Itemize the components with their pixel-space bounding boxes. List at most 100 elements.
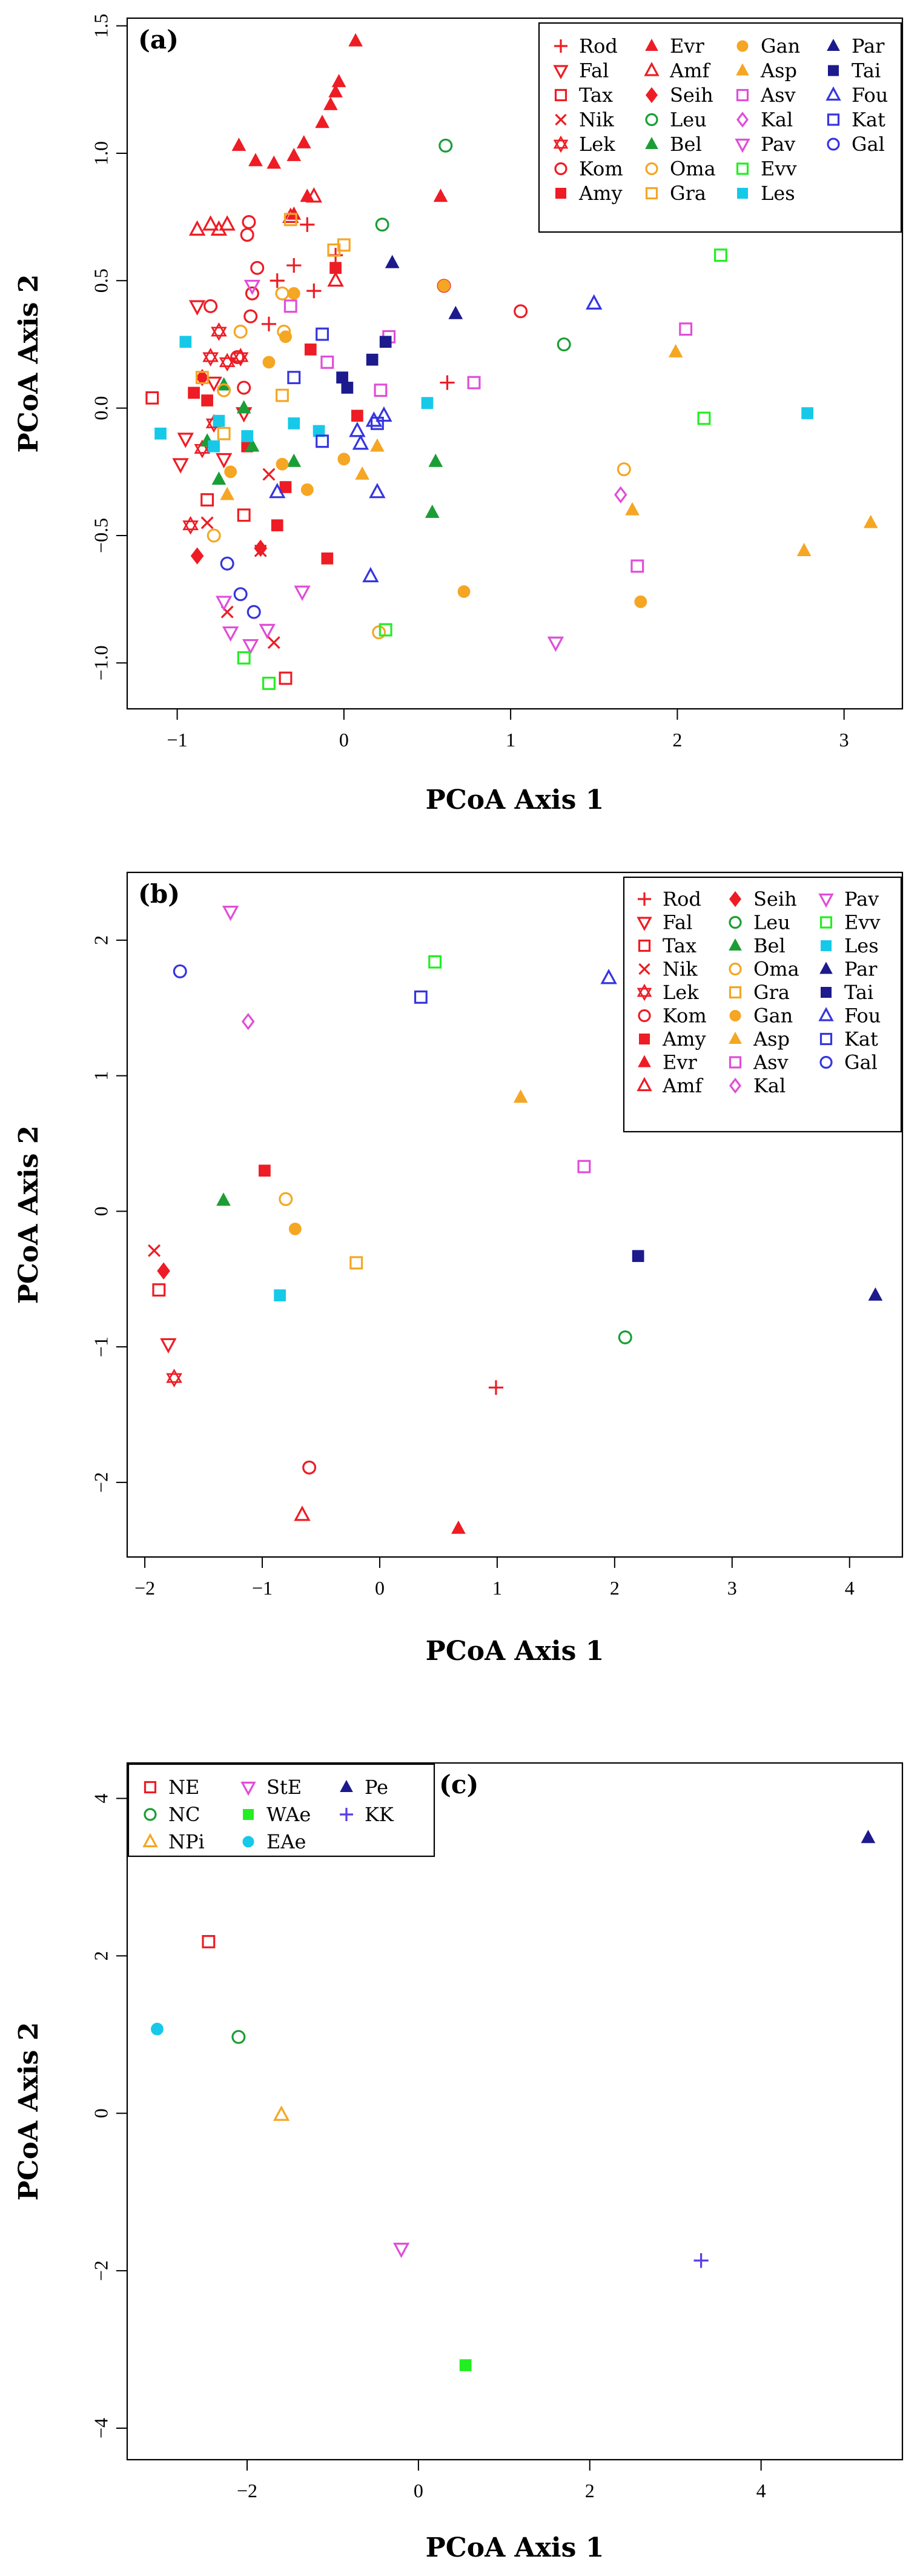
point-fou <box>269 482 286 499</box>
legend-label-par: Par <box>852 35 885 58</box>
point-asv <box>577 1160 591 1173</box>
point-les <box>421 397 434 410</box>
point-seih <box>196 368 209 387</box>
point-rod <box>286 257 302 273</box>
x-tick-label: 4 <box>845 1577 855 1599</box>
point-kom <box>242 215 256 230</box>
point-evr <box>348 33 363 47</box>
data-points <box>148 906 883 1534</box>
legend-label-seih: Seih <box>670 84 713 107</box>
x-tick-label: −1 <box>252 1577 273 1599</box>
legend-marker-seih <box>729 891 742 908</box>
point-evv <box>428 955 442 969</box>
point-kat <box>287 371 301 385</box>
point-tax <box>145 391 159 405</box>
point-amy <box>279 481 292 493</box>
point-kat <box>414 990 428 1004</box>
point-oma <box>279 1192 293 1206</box>
legend-label-eae: EAe <box>266 1830 306 1853</box>
legend-box <box>623 876 902 1133</box>
point-evr <box>266 155 282 169</box>
legend-label-kal: Kal <box>753 1074 786 1097</box>
point-leu <box>557 337 571 351</box>
legend-label-wae: WAe <box>266 1803 311 1826</box>
point-fal <box>205 376 222 393</box>
point-pav <box>222 906 239 921</box>
y-tick-label: 0 <box>90 2108 111 2118</box>
legend-marker-amf <box>644 62 660 76</box>
point-les <box>801 407 813 419</box>
point-asp <box>513 1089 528 1103</box>
point-les <box>213 414 225 427</box>
point-evv <box>714 248 727 262</box>
point-ste <box>392 2242 410 2259</box>
legend-marker-amf <box>637 1077 652 1092</box>
legend-marker-asv <box>729 1056 742 1069</box>
point-gan <box>437 279 451 293</box>
point-pav <box>547 636 564 652</box>
point-tax <box>237 508 251 522</box>
legend-marker-kom <box>638 1009 651 1023</box>
x-tick-label: −2 <box>237 2480 257 2501</box>
point-asv <box>679 322 693 336</box>
point-eae <box>151 2022 164 2036</box>
legend-label-npi: NPi <box>168 1830 205 1853</box>
legend-label-kat: Kat <box>844 1027 878 1051</box>
point-pe <box>861 1830 876 1844</box>
legend-marker-oma <box>645 162 658 176</box>
legend-marker-lek <box>637 983 652 1001</box>
legend-label-gan: Gan <box>753 1004 793 1027</box>
point-gan <box>337 453 351 466</box>
point-kom <box>243 309 258 324</box>
legend-marker-evv <box>819 916 833 929</box>
point-rod <box>300 217 315 232</box>
y-tick-label: 1.0 <box>90 141 111 165</box>
point-kom <box>302 1460 317 1475</box>
y-tick-label: −2 <box>90 1472 111 1493</box>
legend-marker-seih <box>645 87 658 104</box>
point-kom <box>250 261 265 275</box>
legend-label-asv: Asv <box>760 84 796 107</box>
point-leu <box>438 138 453 153</box>
point-evv <box>697 411 711 425</box>
legend-label-asp: Asp <box>760 59 797 82</box>
point-bel <box>245 438 260 452</box>
y-tick-label: −1 <box>90 1336 111 1357</box>
plot-frame <box>126 17 904 710</box>
legend-marker-les <box>821 940 832 951</box>
legend-marker-fal <box>553 65 569 79</box>
legend-marker-bel <box>729 938 742 951</box>
x-tick-label: 1 <box>506 729 515 751</box>
legend-label-tax: Tax <box>579 84 613 107</box>
point-npi <box>273 2105 290 2121</box>
legend-marker-pav <box>818 893 834 908</box>
legend-marker-eae <box>242 1836 254 1848</box>
legend-label-oma: Oma <box>670 158 716 181</box>
legend-label-lek: Lek <box>579 133 615 156</box>
point-evr <box>231 138 246 151</box>
y-tick-label: 2 <box>90 935 111 945</box>
legend-marker-rod <box>554 39 567 53</box>
legend: NE NC NPi StE WAe EAe Pe KK <box>127 1763 435 1857</box>
legend-marker-gan <box>736 40 749 52</box>
x-tick-label: 1 <box>492 1577 502 1599</box>
legend-label-tai: Tai <box>844 981 873 1004</box>
point-seih <box>190 547 204 565</box>
point-amy <box>259 1164 271 1177</box>
point-fou <box>349 422 366 437</box>
legend-label-kat: Kat <box>852 108 885 131</box>
point-les <box>313 425 325 437</box>
point-amy <box>271 519 283 531</box>
y-axis-title: PCoA Axis 2 <box>13 274 44 453</box>
point-rod <box>261 316 277 331</box>
legend-marker-ste <box>240 1781 256 1796</box>
x-tick-label: 2 <box>610 1577 620 1599</box>
legend-label-nik: Nik <box>663 958 698 981</box>
legend-label-evr: Evr <box>663 1051 697 1074</box>
legend-label-les: Les <box>844 934 879 957</box>
legend-marker-wae <box>243 1809 254 1820</box>
point-leu <box>618 1330 632 1345</box>
legend-label-ste: StE <box>266 1776 302 1799</box>
legend-label-par: Par <box>844 958 878 981</box>
